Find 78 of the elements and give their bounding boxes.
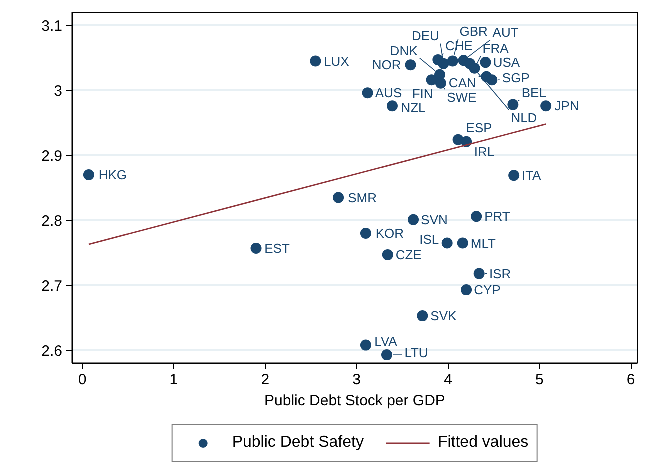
annotation: NZL — [401, 100, 426, 116]
point — [486, 74, 498, 86]
point — [382, 350, 392, 361]
annotation: CYP — [474, 282, 501, 298]
legend-label: Public Debt Safety — [232, 434, 364, 452]
point — [405, 60, 416, 71]
point — [310, 56, 322, 67]
annotation: SMR — [348, 190, 377, 206]
point — [435, 78, 446, 89]
point — [480, 57, 492, 68]
point — [333, 192, 344, 204]
point — [540, 100, 552, 112]
point — [447, 56, 458, 67]
annotation: USA — [493, 55, 520, 70]
annotation: KOR — [376, 226, 404, 241]
point — [457, 238, 468, 249]
point — [461, 284, 472, 296]
y-tick-label: 2.6 — [42, 343, 63, 360]
annotation: SVK — [430, 308, 457, 324]
point — [417, 310, 428, 322]
y-tick-label: 3.1 — [42, 18, 63, 35]
point — [362, 88, 374, 99]
point — [386, 100, 398, 112]
annotation: MLT — [470, 236, 496, 251]
annotation: LVA — [374, 334, 398, 349]
x-tick-label: 3 — [352, 372, 361, 388]
y-tick-label: 2.9 — [42, 148, 63, 165]
annotation: SGP — [502, 70, 530, 86]
annotation: EST — [264, 240, 290, 256]
x-tick-label: 2 — [261, 372, 270, 388]
annotation: ISL — [420, 232, 440, 247]
point — [250, 242, 262, 254]
annotation: HKG — [98, 168, 128, 182]
annotation: CAN — [448, 75, 476, 90]
annotation: NLD — [511, 110, 538, 126]
annotation: NOR — [372, 58, 402, 73]
x-tick-label: 1 — [170, 372, 178, 388]
annotation: LTU — [404, 346, 428, 361]
annotation: FRA — [482, 40, 510, 56]
annotation: SWE — [447, 90, 478, 105]
x-axis-title: Public Debt Stock per GDP — [264, 392, 446, 410]
point — [508, 99, 519, 110]
annotation: ESP — [466, 120, 492, 136]
legend-label: Fitted values — [438, 434, 529, 452]
x-tick-label: 0 — [78, 372, 87, 388]
annotation: GBR — [460, 24, 488, 39]
point — [426, 74, 438, 86]
y-tick-label: 2.8 — [42, 213, 63, 230]
annotation: BEL — [522, 85, 546, 100]
annotation: AUS — [375, 86, 402, 101]
point — [442, 238, 453, 249]
point — [408, 214, 420, 226]
y-tick-label: 2.7 — [42, 278, 63, 295]
annotation: IRL — [474, 144, 495, 160]
annotation: ITA — [522, 168, 542, 184]
annotation: FIN — [412, 86, 434, 102]
point — [382, 249, 394, 260]
x-tick-label: 6 — [626, 372, 636, 388]
y-tick-label: 3 — [54, 83, 62, 100]
x-tick-label: 4 — [444, 372, 452, 388]
point — [360, 228, 372, 239]
annotation: DEU — [412, 28, 440, 44]
point — [469, 62, 480, 74]
point — [83, 170, 94, 180]
annotation: DNK — [390, 43, 418, 58]
point — [508, 170, 520, 182]
point — [474, 268, 485, 280]
annotation: LUX — [324, 54, 350, 69]
x-tick-label: 5 — [536, 372, 544, 388]
annotation: ISR — [490, 266, 512, 282]
point — [360, 340, 372, 351]
annotation: CZE — [396, 247, 422, 262]
annotation: JPN — [554, 98, 580, 114]
point — [471, 211, 482, 222]
annotation: AUT — [492, 25, 519, 40]
point — [438, 58, 450, 70]
annotation: SVN — [421, 212, 448, 228]
annotation: PRT — [484, 209, 510, 224]
